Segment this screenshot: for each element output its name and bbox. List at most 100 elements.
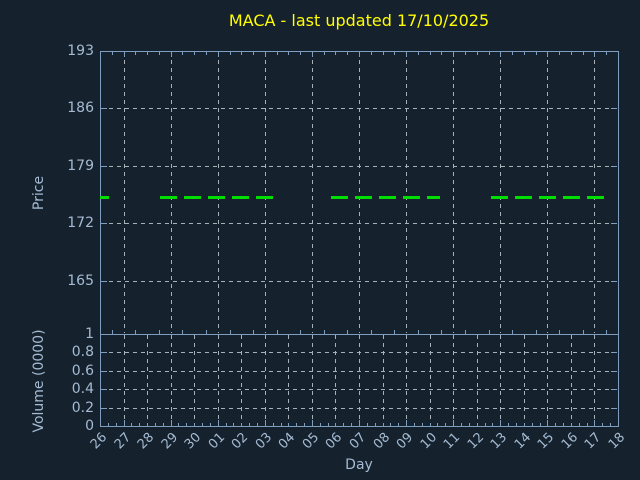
price-vgridline <box>594 52 595 333</box>
top-axis-tick <box>288 52 289 55</box>
bottom-axis-tick <box>343 423 344 426</box>
bottom-axis-tick <box>602 423 603 426</box>
bottom-axis-tick <box>437 423 438 426</box>
price-vgridline <box>500 52 501 333</box>
bottom-axis-tick <box>406 420 407 426</box>
volume-ytick-right <box>611 371 617 372</box>
x-tick-label-text: 27 <box>112 430 135 453</box>
price-line-segment <box>100 196 109 199</box>
bottom-axis-tick <box>461 423 462 426</box>
volume-vgridline <box>335 335 336 425</box>
top-axis-tick <box>394 52 395 55</box>
bottom-axis-tick <box>108 423 109 426</box>
bottom-axis-tick <box>547 420 548 426</box>
x-tick-label-text: 18 <box>606 430 629 453</box>
mid-axis-tick <box>277 330 278 334</box>
top-axis-tick <box>489 52 490 55</box>
bottom-axis-tick <box>571 423 572 426</box>
volume-vgridline <box>430 335 431 425</box>
bottom-axis-tick <box>202 423 203 426</box>
bottom-axis-tick <box>233 423 234 426</box>
price-ytick-right <box>611 281 617 282</box>
bottom-axis-tick <box>398 423 399 426</box>
volume-vgridline <box>500 335 501 425</box>
x-tick-label-text: 01 <box>206 430 229 453</box>
bottom-axis-tick <box>273 423 274 426</box>
bottom-axis-tick <box>163 423 164 426</box>
chart-title: MACA - last updated 17/10/2025 <box>228 11 490 30</box>
bottom-axis-tick <box>257 423 258 426</box>
top-axis-tick <box>583 52 584 55</box>
mid-axis-tick <box>300 330 301 334</box>
x-tick-label-text: 28 <box>135 430 158 453</box>
top-axis-tick <box>359 52 360 57</box>
bottom-axis-tick <box>555 423 556 426</box>
bottom-axis-tick <box>500 420 501 426</box>
mid-axis-tick <box>559 330 560 334</box>
bottom-axis-tick <box>414 423 415 426</box>
top-axis-tick <box>218 52 219 57</box>
mid-axis-tick <box>182 330 183 334</box>
x-tick-label-text: 17 <box>582 430 605 453</box>
volume-vgridline <box>147 335 148 425</box>
volume-ytick-left <box>101 389 107 390</box>
price-line-segment <box>491 196 604 199</box>
bottom-axis-tick <box>390 423 391 426</box>
x-tick-label-text: 14 <box>512 430 535 453</box>
x-tick-label-text: 10 <box>418 430 441 453</box>
mid-axis-tick <box>253 330 254 334</box>
top-axis-tick <box>265 52 266 57</box>
top-axis-tick <box>347 52 348 55</box>
mid-axis-tick <box>135 330 136 334</box>
bottom-axis-tick <box>288 423 289 426</box>
top-axis-tick <box>324 52 325 55</box>
bottom-axis-tick <box>375 423 376 426</box>
bottom-axis-tick <box>304 423 305 426</box>
price-ytick-label: 186 <box>67 100 94 116</box>
bottom-axis-tick <box>186 423 187 426</box>
top-axis-tick <box>171 52 172 57</box>
top-axis-tick <box>335 52 336 55</box>
top-axis-tick <box>500 52 501 57</box>
bottom-axis-tick <box>218 420 219 426</box>
bottom-axis-tick <box>532 423 533 426</box>
volume-vgridline <box>124 335 125 425</box>
mid-axis-tick <box>324 330 325 334</box>
mid-axis-tick <box>465 330 466 334</box>
price-vgridline <box>218 52 219 333</box>
price-vgridline <box>265 52 266 333</box>
bottom-axis-tick <box>265 420 266 426</box>
mid-axis-tick <box>489 330 490 334</box>
bottom-axis-tick <box>296 423 297 426</box>
volume-ytick-left <box>101 352 107 353</box>
bottom-axis-tick <box>477 423 478 426</box>
x-tick-label-text: 16 <box>559 430 582 453</box>
volume-vgridline <box>594 335 595 425</box>
volume-ytick-right <box>611 352 617 353</box>
x-tick-label-text: 29 <box>159 430 182 453</box>
price-vgridline <box>453 52 454 333</box>
bottom-axis-tick <box>594 420 595 426</box>
mid-axis-tick <box>371 330 372 334</box>
price-ytick-left <box>101 281 107 282</box>
bottom-axis-tick <box>139 423 140 426</box>
bottom-axis-tick <box>422 423 423 426</box>
volume-ytick-label: 0.8 <box>71 344 94 360</box>
top-axis-tick <box>124 52 125 57</box>
top-axis-tick <box>536 52 537 55</box>
volume-ytick-label: 0.6 <box>71 363 94 379</box>
volume-vgridline <box>571 335 572 425</box>
volume-axis-title: Volume (0000) <box>31 329 47 433</box>
bottom-axis-tick <box>328 423 329 426</box>
price-ytick-left <box>101 223 107 224</box>
top-axis-tick <box>182 52 183 55</box>
top-axis-tick <box>194 52 195 55</box>
bottom-axis-tick <box>579 423 580 426</box>
price-ytick-right <box>611 166 617 167</box>
x-tick-label-text: 06 <box>323 430 346 453</box>
price-ytick-right <box>611 223 617 224</box>
volume-vgridline <box>171 335 172 425</box>
top-axis-tick <box>465 52 466 55</box>
bottom-axis-tick <box>241 423 242 426</box>
bottom-axis-tick <box>312 420 313 426</box>
